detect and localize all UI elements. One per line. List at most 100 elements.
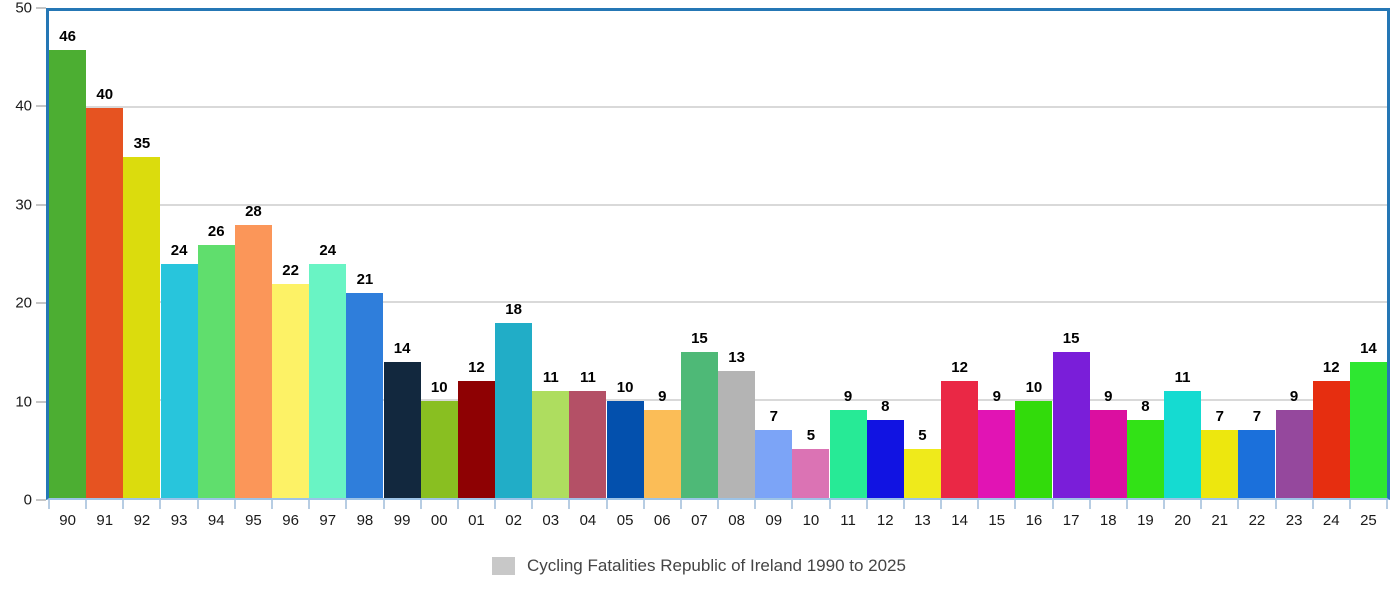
- x-axis-tick: [1125, 500, 1128, 509]
- bar-value-label: 9: [843, 388, 853, 406]
- bar: [1349, 361, 1387, 498]
- x-axis-tick: [1014, 500, 1017, 509]
- bar-value-label: 40: [96, 86, 114, 104]
- x-axis-tick-label: 23: [1285, 512, 1303, 529]
- bar-value-label: 14: [1360, 339, 1377, 357]
- bar-value-label: 13: [728, 349, 745, 367]
- bar: [346, 293, 384, 498]
- gridline: [49, 203, 1387, 206]
- bar: [86, 108, 124, 498]
- x-axis-tick: [419, 500, 422, 509]
- bar: [1201, 429, 1239, 498]
- y-axis-tick-label: 30: [15, 196, 32, 214]
- bar-value-label: 12: [1322, 359, 1340, 377]
- x-axis-tick-label: 22: [1248, 512, 1266, 529]
- bar-value-label: 28: [245, 203, 262, 221]
- bar: [309, 264, 347, 498]
- x-axis-tick-label: 93: [170, 512, 188, 529]
- x-axis-tick: [717, 500, 719, 509]
- bar-value-label: 8: [1141, 398, 1150, 416]
- bar-value-label: 5: [918, 427, 927, 445]
- bar: [1238, 429, 1276, 498]
- bar: [1015, 400, 1053, 498]
- x-axis-tick: [828, 500, 831, 509]
- x-axis-tick: [456, 500, 459, 509]
- y-axis-tick: [36, 203, 46, 206]
- bar-value-label: 26: [207, 222, 225, 240]
- x-axis-tick: [382, 500, 385, 509]
- x-axis-tick-label: 16: [1025, 512, 1043, 529]
- bar-value-label: 12: [468, 359, 485, 377]
- x-axis-tick-label: 25: [1360, 512, 1377, 529]
- bar-value-label: 5: [806, 427, 816, 445]
- y-axis: 0 10 20 30 40 50: [0, 0, 46, 509]
- x-axis-tick-label: 94: [207, 512, 225, 529]
- x-axis-tick: [233, 500, 236, 509]
- x-axis-tick-label: 09: [765, 512, 783, 529]
- bar-value-label: 11: [1174, 368, 1191, 386]
- x-axis-tick: [1088, 500, 1091, 509]
- bar-value-label: 21: [356, 271, 374, 289]
- x-axis-tick-label: 21: [1211, 512, 1229, 529]
- bar-value-label: 11: [542, 368, 559, 386]
- x-axis-tick-label: 96: [282, 512, 299, 529]
- x-axis-tick-label: 14: [951, 512, 968, 529]
- x-axis-tick: [1163, 500, 1165, 509]
- y-axis-tick-label: 10: [15, 393, 32, 411]
- x-axis-tick: [196, 500, 199, 509]
- x-axis-tick: [159, 500, 162, 509]
- bar-value-label: 7: [1215, 407, 1224, 425]
- gridline: [49, 301, 1387, 304]
- bar-value-label: 9: [992, 388, 1001, 406]
- x-axis-tick: [531, 500, 534, 509]
- bar-value-label: 22: [282, 261, 299, 279]
- bar: [718, 371, 756, 498]
- bar: [383, 361, 421, 498]
- x-axis-tick-label: 24: [1322, 512, 1340, 529]
- x-axis-tick: [977, 500, 980, 509]
- y-axis-tick-label: 0: [23, 491, 32, 509]
- bar: [903, 449, 941, 498]
- bar-value-label: 15: [1062, 329, 1080, 347]
- bar-value-label: 7: [1252, 407, 1262, 425]
- bar-value-label: 12: [951, 359, 968, 377]
- y-axis-tick: [36, 302, 46, 305]
- bar: [197, 244, 235, 498]
- x-axis-tick-label: 06: [653, 512, 671, 529]
- x-axis-tick-label: 17: [1062, 512, 1080, 529]
- bar: [160, 264, 198, 498]
- bar: [457, 381, 495, 498]
- x-axis-tick: [122, 500, 125, 509]
- bar-value-label: 46: [59, 27, 76, 45]
- bar: [978, 410, 1016, 498]
- y-axis-tick: [36, 105, 46, 108]
- x-axis-tick: [1348, 500, 1351, 509]
- bar-value-label: 9: [1104, 388, 1113, 406]
- bar: [829, 410, 867, 498]
- x-axis-tick: [642, 500, 645, 509]
- x-axis-tick-label: 90: [59, 512, 76, 529]
- bar: [272, 283, 310, 498]
- x-axis-tick: [48, 500, 50, 509]
- x-axis-tick: [1311, 500, 1314, 509]
- plot-area: 46 40 35 24 26 28 22 24 21 14 10 12 18 11 11 10 9 15 13 7 5 9…: [46, 8, 1390, 500]
- x-axis-tick-label: 99: [393, 512, 411, 529]
- x-axis-tick-label: 10: [802, 512, 820, 529]
- x-axis-tick: [1274, 500, 1277, 509]
- x-axis-tick: [1386, 500, 1388, 509]
- x-axis-tick: [754, 500, 757, 509]
- bar: [532, 390, 570, 498]
- x-axis-tick: [493, 500, 496, 509]
- x-axis-tick: [568, 500, 571, 509]
- bar: [680, 351, 718, 498]
- x-axis-tick: [345, 500, 348, 509]
- x-axis-tick: [270, 500, 273, 509]
- y-axis-tick: [36, 499, 46, 501]
- legend-swatch: [492, 557, 516, 575]
- bar: [495, 322, 533, 498]
- y-axis-tick-label: 40: [15, 97, 32, 115]
- x-axis: 90 91 92 93 94 95 96 97 98 99 00 01 02 03 04 05 06 07 08 09…: [48, 500, 1388, 540]
- x-axis-tick: [865, 500, 868, 509]
- bar-value-label: 24: [319, 242, 337, 260]
- bar: [941, 381, 979, 498]
